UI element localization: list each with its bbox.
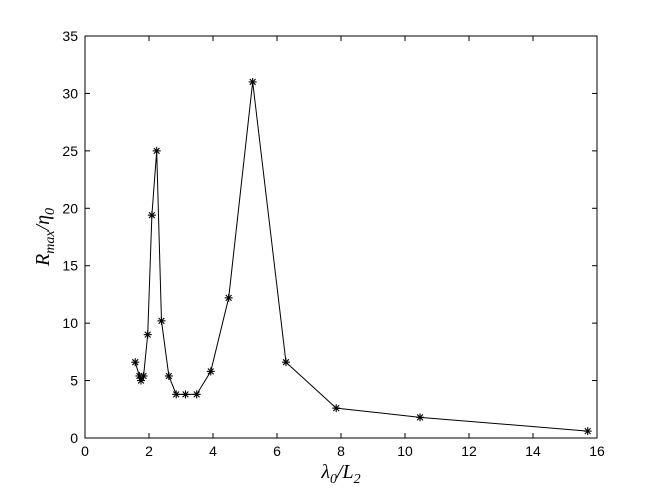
x-axis-label: λ0/L2	[320, 461, 360, 487]
series-layer	[131, 77, 592, 436]
y-tick-label: 30	[62, 85, 78, 101]
x-tick-label: 14	[525, 443, 541, 459]
series-line	[134, 81, 588, 432]
y-tick-label: 15	[62, 258, 78, 274]
data-point-marker	[143, 330, 152, 339]
x-tick-label: 4	[209, 443, 217, 459]
y-tick-label: 35	[62, 28, 78, 44]
y-tick-label: 0	[70, 430, 78, 446]
data-point-marker	[332, 404, 341, 413]
y-tick-label: 25	[62, 143, 78, 159]
data-point-marker	[131, 358, 140, 367]
data-point-marker	[181, 390, 190, 399]
x-tick-label: 12	[461, 443, 477, 459]
x-axis-ticks: 0 2 4 6 8 10 12 14 16	[81, 36, 605, 459]
x-tick-label: 8	[337, 443, 345, 459]
data-point-marker	[281, 358, 290, 367]
data-point-marker	[139, 371, 148, 380]
data-point-marker	[152, 146, 161, 155]
data-point-marker	[164, 371, 173, 380]
data-point-marker	[137, 376, 145, 385]
data-point-marker	[416, 413, 425, 422]
data-point-marker	[206, 367, 215, 376]
y-axis-label: Rmax/η0	[32, 208, 58, 267]
data-point-marker	[172, 390, 181, 399]
x-tick-label: 0	[81, 443, 89, 459]
data-point-marker	[224, 293, 233, 302]
x-tick-label: 10	[397, 443, 413, 459]
y-tick-label: 20	[62, 200, 78, 216]
y-tick-label: 10	[62, 315, 78, 331]
x-tick-label: 6	[273, 443, 281, 459]
data-point-marker	[583, 427, 592, 436]
plot-area-frame	[84, 35, 598, 439]
data-point-marker	[147, 211, 156, 220]
data-point-marker	[157, 316, 166, 325]
x-tick-label: 2	[145, 443, 153, 459]
data-point-marker	[192, 390, 201, 399]
data-point-marker	[248, 77, 257, 86]
y-tick-label: 5	[70, 373, 78, 389]
y-axis-ticks: 0 5 10 15 20 25 30 35	[62, 28, 597, 446]
x-tick-label: 16	[589, 443, 605, 459]
